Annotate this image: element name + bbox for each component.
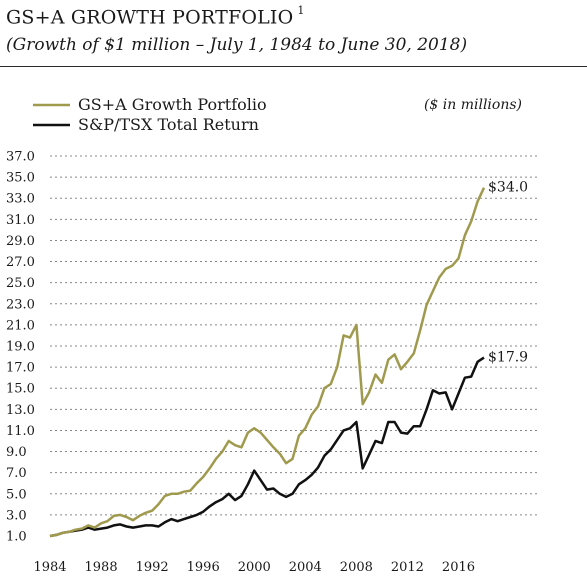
y-tick-label: 17.0 [6, 361, 35, 376]
y-tick-label: 31.0 [6, 213, 35, 228]
end-value-label: $34.0 [488, 180, 528, 196]
y-tick-label: 13.0 [6, 403, 35, 418]
y-tick-label: 23.0 [6, 297, 35, 312]
y-tick-label: 15.0 [6, 382, 35, 397]
legend-label-portfolio: GS+A Growth Portfolio [78, 95, 267, 114]
y-tick-label: 19.0 [6, 340, 35, 355]
x-tick-label: 1992 [136, 560, 169, 575]
legend: GS+A Growth Portfolio S&P/TSX Total Retu… [33, 95, 267, 134]
y-tick-label: 35.0 [6, 171, 35, 186]
y-tick-label: 37.0 [6, 150, 35, 165]
x-tick-label: 2012 [391, 560, 424, 575]
units-label: ($ in millions) [424, 97, 522, 113]
end-labels: $17.9 $34.0 [488, 180, 528, 366]
series-line-gs-a-growth-portfolio [49, 187, 486, 538]
y-tick-label: 5.0 [6, 487, 27, 502]
chart-subtitle: (Growth of $1 million – July 1, 1984 to … [6, 35, 468, 55]
y-axis-ticks: 1.0 3.0 5.0 7.0 9.0 11.0 13.0 15.0 17.0 19.0 21.0 2… [6, 150, 35, 545]
x-axis-ticks: 1984 1988 1992 1996 2000 2004 2008 2012 2016 [33, 560, 475, 575]
y-tick-label: 21.0 [6, 318, 35, 333]
y-tick-label: 3.0 [6, 508, 27, 523]
series-line-s-p-tsx-total-return [49, 356, 485, 538]
y-tick-label: 25.0 [6, 276, 35, 291]
end-value-label: $17.9 [488, 350, 528, 366]
y-tick-label: 1.0 [6, 530, 27, 545]
title-divider [0, 66, 587, 67]
legend-label-index: S&P/TSX Total Return [78, 115, 259, 134]
y-tick-label: 11.0 [6, 424, 35, 439]
y-tick-label: 9.0 [6, 445, 27, 460]
x-tick-label: 2016 [442, 560, 475, 575]
chart-title-text: GS+A GROWTH PORTFOLIO [6, 6, 294, 29]
x-tick-label: 1996 [187, 560, 220, 575]
title-footnote-marker: 1 [297, 4, 305, 17]
y-tick-label: 27.0 [6, 255, 35, 270]
x-tick-label: 1984 [33, 560, 66, 575]
x-tick-label: 2008 [340, 560, 373, 575]
y-tick-label: 29.0 [6, 234, 35, 249]
chart-title: GS+A GROWTH PORTFOLIO 1 [6, 4, 305, 29]
x-tick-label: 2000 [238, 560, 271, 575]
y-tick-label: 33.0 [6, 192, 35, 207]
y-tick-label: 7.0 [6, 466, 27, 481]
gridlines [50, 155, 540, 516]
series-lines [49, 187, 486, 538]
x-tick-label: 1988 [85, 560, 118, 575]
x-tick-label: 2004 [289, 560, 322, 575]
